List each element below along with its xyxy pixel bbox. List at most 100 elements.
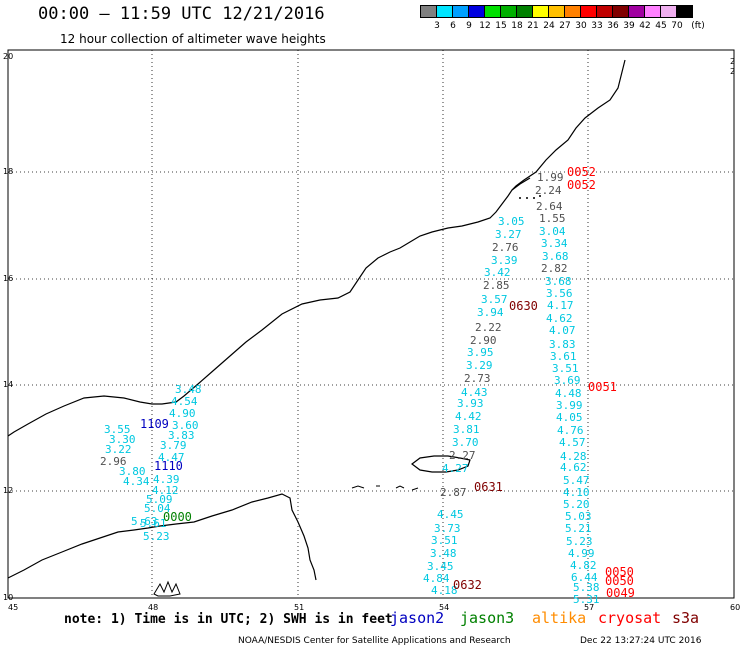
pass-time-label: 0630 bbox=[509, 299, 538, 313]
latitude-label: 16 bbox=[3, 274, 13, 283]
axis-tick-labels: 45 48 51 54 57 60 10 12 14 16 18 20 22 bbox=[3, 52, 740, 612]
wave-height-value: 4.62 bbox=[560, 461, 587, 474]
wave-height-value: 4.17 bbox=[547, 299, 574, 312]
coastline-somalia bbox=[7, 493, 317, 581]
color-scale-label: 6 bbox=[450, 21, 456, 31]
wave-height-value: 2.27 bbox=[449, 449, 476, 462]
island-small-1 bbox=[351, 485, 365, 489]
color-scale-label: 24 bbox=[543, 21, 555, 31]
legend-jason3: jason3 bbox=[460, 609, 515, 627]
wave-height-value: 3.45 bbox=[427, 560, 454, 573]
wave-height-value: 3.61 bbox=[550, 350, 577, 363]
wave-height-value: 4.84 bbox=[423, 572, 450, 585]
color-scale-label: 30 bbox=[575, 21, 587, 31]
pass-time-label: 0631 bbox=[474, 480, 503, 494]
wave-height-value: 3.48 bbox=[430, 547, 457, 560]
wave-height-value: 5.38 bbox=[573, 581, 600, 594]
latitude-label: 10 bbox=[3, 593, 13, 602]
wave-height-value: 3.04 bbox=[539, 225, 566, 238]
color-scale-label: 42 bbox=[639, 21, 651, 31]
coast-feature-48e bbox=[153, 580, 181, 597]
color-scale-label: 70 bbox=[671, 21, 683, 31]
color-scale-label: 39 bbox=[623, 21, 635, 31]
wave-height-value: 1.99 bbox=[537, 171, 564, 184]
longitude-label: 57 bbox=[584, 603, 594, 612]
wave-height-value: 4.34 bbox=[123, 475, 150, 488]
wave-height-value: 4.12 bbox=[152, 484, 179, 497]
pass-time-label: 0632 bbox=[453, 578, 482, 592]
lat-lon-grid bbox=[8, 50, 734, 598]
footer-note: note: 1) Time is in UTC; 2) SWH is in fe… bbox=[64, 612, 393, 627]
wave-height-value: 2.64 bbox=[536, 200, 563, 213]
pass-time-label: 1110 bbox=[154, 459, 183, 473]
coastline-arabia bbox=[7, 59, 626, 437]
color-scale-label: 12 bbox=[479, 21, 491, 31]
wave-height-value: 3.83 bbox=[549, 338, 576, 351]
wave-height-value: 3.80 bbox=[119, 465, 146, 478]
coast-dot bbox=[526, 197, 528, 199]
wave-height-value: 4.18 bbox=[431, 584, 458, 597]
color-scale-label: 45 bbox=[655, 21, 667, 31]
wave-height-value: 2.24 bbox=[535, 184, 562, 197]
wave-height-value: 3.48 bbox=[175, 383, 202, 396]
longitude-label: 54 bbox=[439, 603, 449, 612]
wave-height-value: 5.03 bbox=[565, 510, 592, 523]
wave-height-value: 4.28 bbox=[560, 450, 587, 463]
wave-height-value: 3.56 bbox=[546, 287, 573, 300]
wave-height-value: 4.76 bbox=[557, 424, 584, 437]
wave-height-value: 5.23 bbox=[143, 530, 170, 543]
wave-height-value: 3.94 bbox=[477, 306, 504, 319]
wave-height-value: 3.81 bbox=[453, 423, 480, 436]
color-scale-unit: (ft) bbox=[691, 21, 705, 31]
wave-height-value: 5.09 bbox=[146, 493, 173, 506]
wave-height-value: 3.60 bbox=[172, 419, 199, 432]
wave-height-value: 1.55 bbox=[539, 212, 566, 225]
wave-height-value: 4.54 bbox=[171, 395, 198, 408]
latitude-label: 14 bbox=[3, 380, 13, 389]
wave-height-value: 3.95 bbox=[467, 346, 494, 359]
legend-s3a: s3a bbox=[672, 609, 700, 627]
island-small-4 bbox=[411, 487, 419, 491]
wave-height-value: 4.05 bbox=[556, 411, 583, 424]
wave-height-value: 5.63 bbox=[131, 515, 158, 528]
wave-height-value: 4.62 bbox=[546, 312, 573, 325]
legend-cryosat: cryosat bbox=[598, 609, 662, 627]
coast-dot bbox=[539, 195, 541, 197]
wave-height-value: 2.96 bbox=[100, 455, 127, 468]
color-scale-label: 15 bbox=[495, 21, 507, 31]
wave-height-value: 5.47 bbox=[563, 474, 590, 487]
pass-time-label: 0051 bbox=[588, 380, 617, 394]
wave-height-value: 4.99 bbox=[568, 547, 595, 560]
wave-height-value: 4.90 bbox=[169, 407, 196, 420]
wave-height-value: 2.76 bbox=[492, 241, 519, 254]
color-scale-label: 36 bbox=[607, 21, 619, 31]
wave-height-value: 3.55 bbox=[104, 423, 131, 436]
wave-height-value: 3.99 bbox=[556, 399, 583, 412]
wave-height-value: 3.29 bbox=[466, 359, 493, 372]
wave-height-value: 3.69 bbox=[554, 374, 581, 387]
wave-height-value: 5.04 bbox=[144, 502, 171, 515]
longitude-label: 45 bbox=[8, 603, 18, 612]
wave-height-value: 5.23 bbox=[566, 535, 593, 548]
color-scale-bar bbox=[420, 5, 693, 18]
wave-height-value: 3.51 bbox=[552, 362, 579, 375]
wave-height-value: 3.05 bbox=[498, 215, 525, 228]
wave-height-value: 4.48 bbox=[555, 387, 582, 400]
wave-height-value: 2.22 bbox=[475, 321, 502, 334]
coastline-arabia-north bbox=[511, 177, 531, 191]
pass-time-label: 1109 bbox=[140, 417, 169, 431]
wave-height-value: 2.73 bbox=[464, 372, 491, 385]
wave-height-value: 3.68 bbox=[545, 275, 572, 288]
page-title: 00:00 – 11:59 UTC 12/21/2016 bbox=[38, 4, 325, 24]
latitude-label: 18 bbox=[3, 167, 13, 176]
wave-height-value: 5.31 bbox=[573, 593, 600, 606]
pass-time-label: 0050 bbox=[605, 565, 634, 579]
wave-height-value: 3.22 bbox=[105, 443, 132, 456]
latitude-label: 20 bbox=[3, 52, 13, 61]
latitude-label: 12 bbox=[3, 486, 13, 495]
edge-label: 2 bbox=[730, 67, 735, 76]
wave-height-value: 4.57 bbox=[559, 436, 586, 449]
pass-time-label: 0049 bbox=[606, 586, 635, 600]
